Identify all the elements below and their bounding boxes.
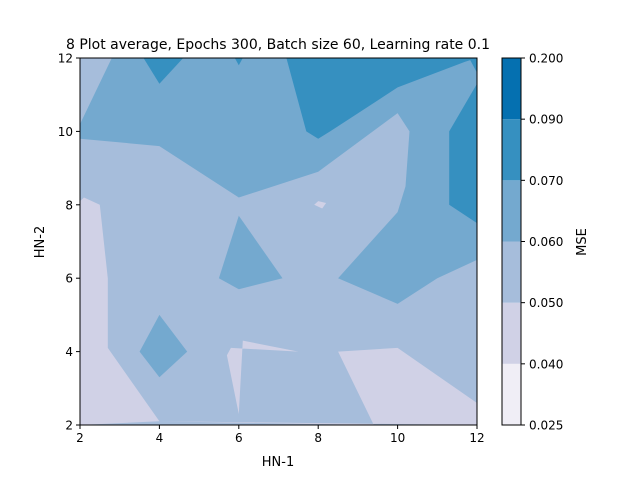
contour-region-6 bbox=[234, 58, 243, 66]
y-tick-label: 8 bbox=[65, 198, 73, 212]
colorbar-tick-label: 0.090 bbox=[529, 113, 563, 127]
plot-frame bbox=[79, 57, 478, 426]
colorbar-tick-label: 0.025 bbox=[529, 419, 563, 433]
colorbar-tick-label: 0.200 bbox=[529, 52, 563, 66]
colorbar-label: MSE bbox=[575, 228, 590, 256]
y-axis: 2 4 6 8 10 12 bbox=[58, 52, 80, 433]
contour-region-7 bbox=[449, 58, 477, 224]
colorbar bbox=[502, 58, 521, 425]
y-tick-label: 6 bbox=[65, 272, 73, 286]
x-axis: 2 4 6 8 10 12 bbox=[76, 425, 485, 445]
y-tick-label: 12 bbox=[58, 52, 73, 66]
colorbar-band bbox=[502, 241, 521, 303]
colorbar-tick-label: 0.040 bbox=[529, 357, 563, 371]
contour-region-4 bbox=[286, 58, 477, 139]
colorbar-band bbox=[502, 119, 521, 181]
x-tick-label: 12 bbox=[469, 431, 484, 445]
contour-region-9 bbox=[159, 347, 477, 425]
contour-region-8 bbox=[80, 197, 160, 425]
contour-region-2 bbox=[218, 215, 283, 290]
x-tick-label: 8 bbox=[314, 431, 322, 445]
colorbar-band bbox=[502, 302, 521, 364]
chart-title: 8 Plot average, Epochs 300, Batch size 6… bbox=[66, 37, 490, 53]
x-tick-label: 4 bbox=[156, 431, 164, 445]
y-tick-label: 10 bbox=[58, 125, 73, 139]
contour-region-11 bbox=[314, 201, 327, 209]
colorbar-band bbox=[502, 180, 521, 242]
colorbar-tick-label: 0.050 bbox=[529, 296, 563, 310]
x-tick-label: 10 bbox=[390, 431, 405, 445]
colorbar-tick-label: 0.070 bbox=[529, 174, 563, 188]
contour-region-3 bbox=[139, 314, 188, 378]
contour-region-1 bbox=[80, 58, 477, 304]
x-tick-label: 2 bbox=[76, 431, 84, 445]
colorbar-ticks: 0.025 0.040 0.050 0.060 0.070 0.090 0.200 bbox=[521, 52, 563, 433]
x-tick-label: 6 bbox=[235, 431, 243, 445]
y-axis-label: HN-2 bbox=[33, 226, 48, 258]
colorbar-band bbox=[502, 58, 521, 120]
x-axis-label: HN-1 bbox=[262, 455, 294, 470]
y-tick-label: 4 bbox=[65, 345, 73, 359]
plot-area bbox=[80, 58, 477, 425]
contour-region-5 bbox=[143, 58, 184, 84]
colorbar-band bbox=[502, 363, 521, 425]
y-tick-label: 2 bbox=[65, 419, 73, 433]
colorbar-tick-label: 0.060 bbox=[529, 235, 563, 249]
